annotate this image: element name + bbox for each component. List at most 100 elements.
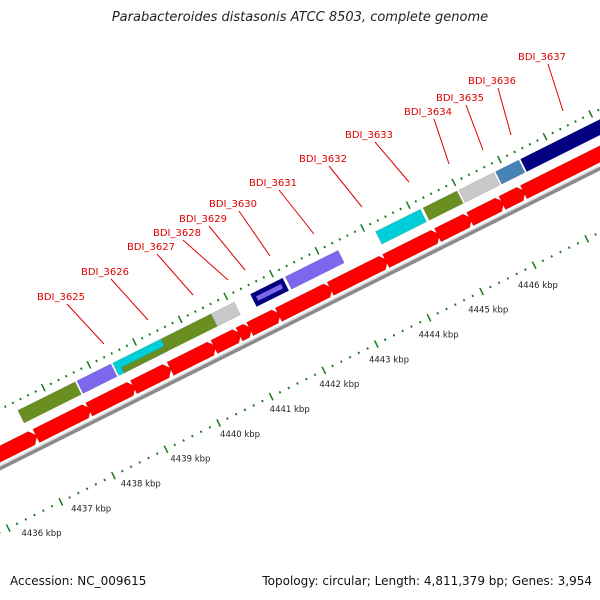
scale-tick (163, 445, 169, 454)
cds-arrow (0, 431, 38, 463)
scale-tick (479, 287, 485, 296)
tick-track (0, 108, 600, 534)
scale-tick (234, 412, 238, 416)
cds-arrow (129, 364, 172, 395)
upper-tick (247, 283, 250, 287)
upper-tick (285, 264, 288, 268)
upper-tick (194, 310, 197, 313)
upper-tick (323, 245, 326, 249)
upper-tick (437, 188, 440, 192)
scale-tick (268, 392, 274, 401)
gene-label: BDI_3631 (249, 178, 297, 189)
gene-label: BDI_3629 (179, 214, 227, 225)
upper-tick (49, 382, 53, 386)
scale-tick (550, 255, 553, 258)
upper-tick (467, 173, 471, 177)
upper-tick (574, 120, 577, 123)
scale-tick (50, 504, 54, 508)
scale-tick (147, 456, 150, 460)
map-title: Parabacteroides distasonis ATCC 8503, co… (111, 10, 489, 25)
scale-tick (401, 329, 404, 333)
upper-tick (451, 178, 457, 187)
scale-tick (331, 364, 334, 368)
scale-tick (418, 320, 422, 324)
scale-tick (287, 386, 291, 390)
upper-tick (353, 230, 357, 234)
upper-tick (300, 256, 304, 260)
upper-tick (475, 169, 478, 173)
cds-arrow (85, 381, 136, 417)
scale-tick (58, 497, 64, 506)
cds-arrow (466, 197, 505, 227)
scale-tick (24, 517, 28, 521)
upper-tick (581, 116, 585, 120)
scale-tick (357, 351, 361, 355)
cds-arrow (32, 404, 92, 444)
scale-tick (436, 312, 440, 315)
upper-tick (268, 269, 274, 278)
upper-tick (429, 192, 433, 196)
leader-line (374, 141, 410, 183)
scale-tick (85, 487, 89, 491)
upper-tick (596, 108, 600, 112)
upper-tick (490, 161, 494, 165)
scale-tick (576, 241, 580, 245)
silver-block (210, 301, 241, 327)
upper-tick (26, 393, 30, 397)
upper-tick (368, 222, 372, 226)
leader-line (156, 253, 194, 296)
upper-tick (360, 224, 366, 232)
cds-arrow (274, 283, 333, 322)
upper-tick (156, 329, 159, 332)
scale-tick (304, 377, 308, 381)
cds-arrow (166, 341, 217, 376)
scale-tick (383, 338, 387, 342)
scale-tick (15, 522, 19, 526)
scale-tick (594, 233, 597, 236)
upper-tick (64, 374, 68, 378)
scale-tick (462, 298, 466, 302)
upper-tick (171, 321, 174, 325)
upper-tick (422, 196, 425, 199)
scale-tick (366, 347, 369, 350)
upper-tick (19, 397, 22, 401)
upper-tick (308, 253, 311, 256)
scale-tick (340, 360, 343, 363)
scale-tick (296, 382, 299, 385)
cds-arrow (382, 229, 440, 269)
upper-tick (277, 268, 281, 272)
kbp-label: 4436 kbp (21, 529, 61, 539)
scale-tick (5, 524, 11, 533)
gene-label: BDI_3625 (37, 292, 85, 303)
upper-tick (330, 241, 334, 245)
upper-tick (346, 234, 349, 237)
cds-arrow (519, 145, 600, 200)
upper-tick (118, 348, 121, 352)
gene-label: BDI_3635 (436, 93, 484, 104)
scale-tick (110, 471, 116, 480)
scale-tick (94, 482, 98, 486)
leader-line (182, 239, 229, 281)
scale-tick (252, 404, 255, 407)
scale-tick (426, 313, 432, 322)
olive-block (422, 190, 464, 221)
upper-tick (391, 211, 395, 215)
upper-tick (223, 292, 229, 301)
scale-tick (373, 340, 379, 348)
leader-line (328, 165, 363, 208)
scale-tick (68, 496, 71, 499)
upper-tick (551, 131, 554, 135)
scale-tick (410, 325, 413, 328)
upper-tick (338, 237, 342, 241)
upper-tick (536, 139, 539, 142)
upper-tick (528, 142, 532, 146)
slate-block (284, 249, 345, 290)
upper-tick (3, 405, 7, 409)
upper-tick (110, 352, 114, 355)
kbp-label: 4443 kbp (369, 355, 409, 365)
upper-tick (132, 338, 137, 346)
scale-tick (531, 261, 537, 270)
upper-tick (72, 371, 76, 374)
upper-tick (558, 127, 562, 131)
